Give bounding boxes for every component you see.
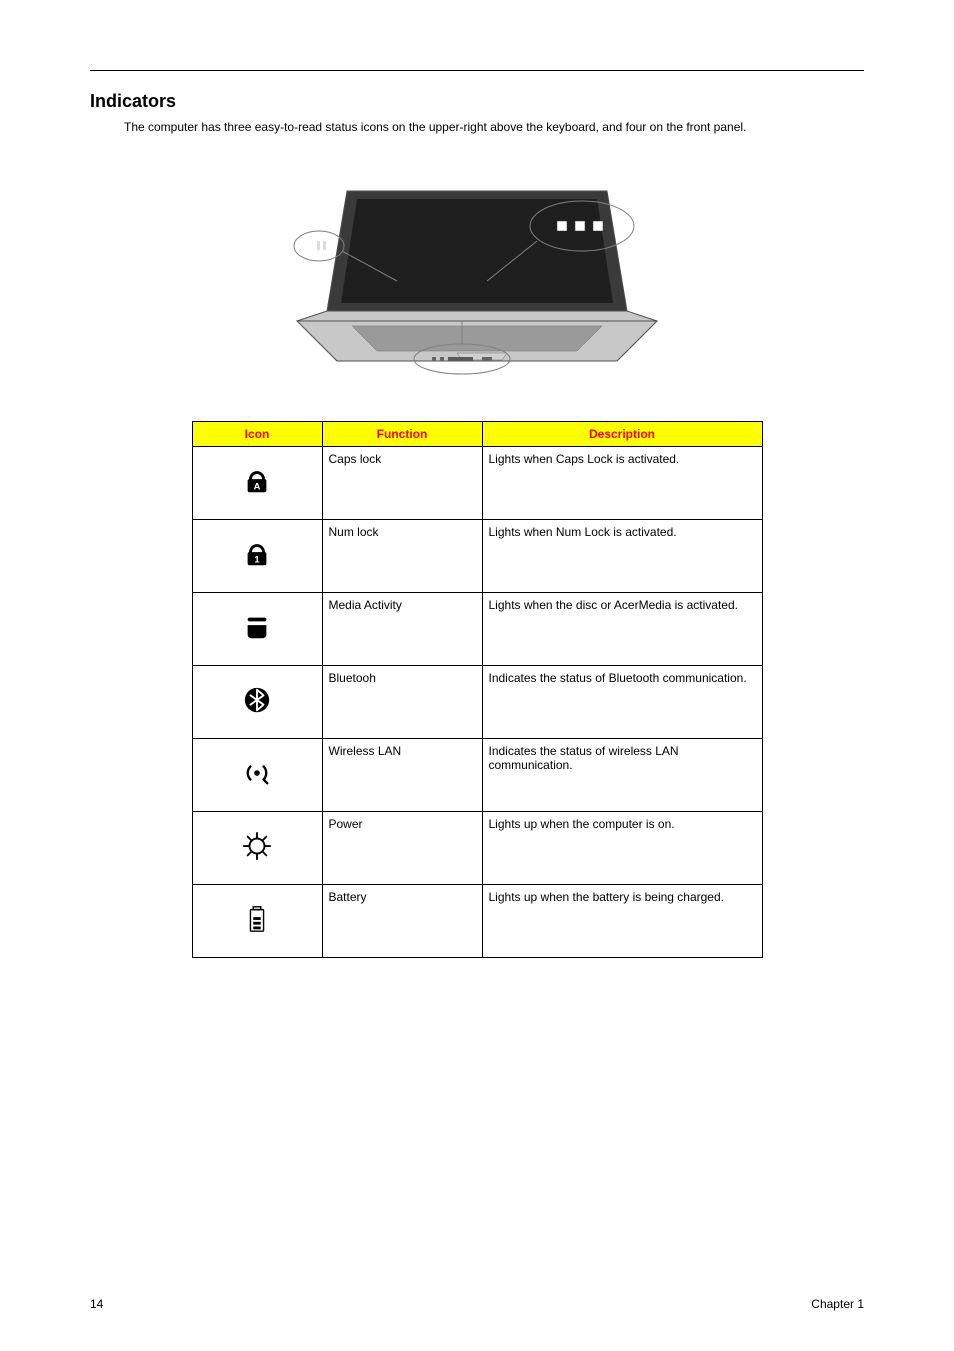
chapter-label: Chapter 1 bbox=[811, 1297, 864, 1311]
th-icon: Icon bbox=[192, 421, 322, 446]
laptop-figure bbox=[257, 161, 697, 381]
table-row: Power Lights up when the computer is on. bbox=[192, 811, 762, 884]
num-lock-icon: 1 bbox=[192, 519, 322, 592]
caps-lock-icon: A bbox=[192, 446, 322, 519]
svg-text:A: A bbox=[254, 482, 261, 492]
bluetooth-icon bbox=[192, 665, 322, 738]
cell-description: Indicates the status of Bluetooth commun… bbox=[482, 665, 762, 738]
svg-text:1: 1 bbox=[254, 555, 259, 565]
top-rule bbox=[90, 70, 864, 71]
cell-function: Power bbox=[322, 811, 482, 884]
media-icon bbox=[192, 592, 322, 665]
page-footer: 14 Chapter 1 bbox=[90, 1297, 864, 1311]
cell-function: Media Activity bbox=[322, 592, 482, 665]
indicators-table: Icon Function Description A Caps lock Li… bbox=[192, 421, 763, 958]
table-row: A Caps lock Lights when Caps Lock is act… bbox=[192, 446, 762, 519]
wireless-icon bbox=[192, 738, 322, 811]
battery-icon bbox=[192, 884, 322, 957]
cell-function: Battery bbox=[322, 884, 482, 957]
table-row: Wireless LAN Indicates the status of wir… bbox=[192, 738, 762, 811]
cell-function: Caps lock bbox=[322, 446, 482, 519]
table-row: Battery Lights up when the battery is be… bbox=[192, 884, 762, 957]
cell-description: Indicates the status of wireless LAN com… bbox=[482, 738, 762, 811]
table-row: Bluetooh Indicates the status of Bluetoo… bbox=[192, 665, 762, 738]
page-number: 14 bbox=[90, 1297, 103, 1311]
table-row: Media Activity Lights when the disc or A… bbox=[192, 592, 762, 665]
cell-description: Lights when Num Lock is activated. bbox=[482, 519, 762, 592]
cell-function: Num lock bbox=[322, 519, 482, 592]
cell-function: Bluetooh bbox=[322, 665, 482, 738]
th-function: Function bbox=[322, 421, 482, 446]
th-description: Description bbox=[482, 421, 762, 446]
cell-function: Wireless LAN bbox=[322, 738, 482, 811]
intro-paragraph: The computer has three easy-to-read stat… bbox=[124, 120, 864, 136]
cell-description: Lights when Caps Lock is activated. bbox=[482, 446, 762, 519]
cell-description: Lights up when the battery is being char… bbox=[482, 884, 762, 957]
section-title: Indicators bbox=[90, 91, 864, 112]
cell-description: Lights up when the computer is on. bbox=[482, 811, 762, 884]
power-icon bbox=[192, 811, 322, 884]
table-row: 1 Num lock Lights when Num Lock is activ… bbox=[192, 519, 762, 592]
cell-description: Lights when the disc or AcerMedia is act… bbox=[482, 592, 762, 665]
